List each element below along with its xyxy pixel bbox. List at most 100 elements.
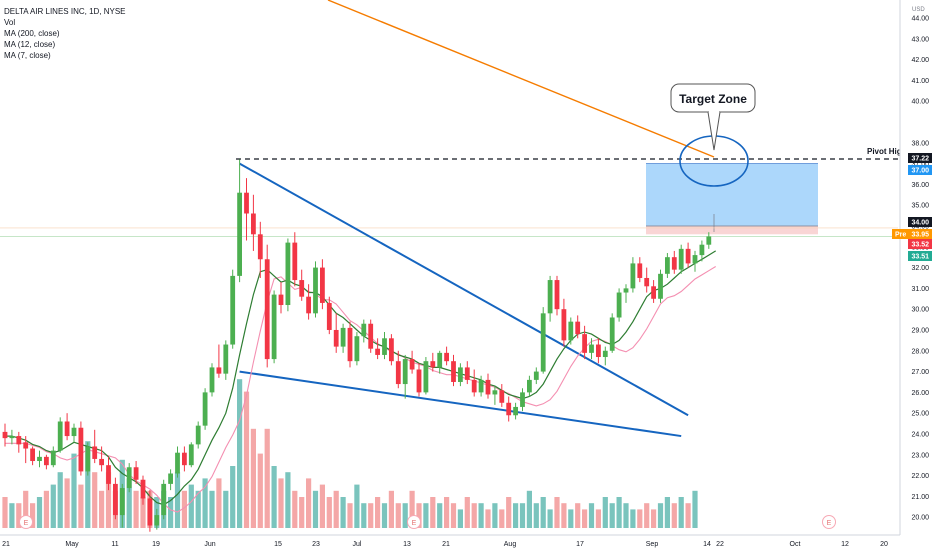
candle	[382, 332, 387, 360]
volume-bar	[464, 497, 470, 528]
volume-bar	[547, 509, 553, 528]
candle-body	[147, 498, 153, 526]
candle-body	[389, 338, 394, 362]
volume-bar	[582, 509, 588, 528]
volume-bar	[513, 503, 519, 528]
candle-body	[126, 467, 132, 489]
volume-bar	[540, 497, 546, 528]
price-tick-label: 38.00	[911, 140, 929, 147]
candle-body	[685, 248, 691, 264]
candle	[492, 386, 498, 405]
price-tag-value: 37.22	[911, 156, 929, 163]
candle-body	[575, 321, 581, 335]
candle-body	[692, 255, 698, 264]
candle-body	[361, 323, 367, 337]
candle	[244, 178, 249, 241]
volume-bar	[57, 472, 63, 528]
time-axis-bg	[0, 535, 932, 550]
candle-body	[651, 286, 656, 299]
volume-bar	[299, 497, 305, 528]
candle-body	[513, 406, 518, 416]
price-tag-bg	[908, 153, 932, 163]
candle	[630, 257, 636, 293]
candle-body	[527, 379, 532, 393]
price-tag-bg	[908, 251, 932, 261]
candle-body	[644, 277, 650, 287]
time-tick-label: 11	[111, 541, 118, 548]
price-tick-label: 35.00	[911, 203, 929, 210]
candle	[216, 344, 222, 378]
volume-bar	[168, 497, 174, 528]
volume-bar	[609, 503, 615, 528]
candle-body	[9, 436, 15, 439]
volume-bar	[644, 503, 650, 528]
price-tag-value: 34.00	[911, 220, 929, 227]
candle	[2, 423, 8, 447]
candle-body	[485, 379, 491, 395]
earnings-marker-circle	[822, 515, 836, 529]
candle	[140, 475, 146, 505]
candle-body	[395, 361, 401, 385]
volume-bar	[64, 478, 70, 528]
candle	[430, 352, 436, 372]
candle-body	[630, 263, 636, 289]
candle	[223, 340, 229, 380]
volume-bar	[237, 379, 243, 528]
legend-ma7[interactable]: MA (7, close)	[4, 51, 51, 60]
legend-ma200[interactable]: MA (200, close)	[4, 29, 60, 38]
volume-bar	[526, 490, 532, 528]
candle	[651, 280, 656, 303]
time-axis[interactable]: 21 May 11 19 Jun 15 23 Jul 13 21 Aug 17 Sep 14 22 Oct 12…	[0, 534, 932, 550]
volume-bar	[50, 484, 56, 528]
candle-body	[602, 350, 608, 358]
volume-bar	[230, 466, 236, 528]
volume-bar	[271, 466, 277, 528]
price-tick-label: 21.00	[911, 494, 929, 501]
legend-vol[interactable]: Vol	[4, 18, 16, 27]
volume-bar	[23, 490, 29, 528]
price-tick-label: 37.00	[911, 161, 929, 168]
candle-body	[271, 294, 277, 360]
candle-body	[326, 302, 332, 330]
candle	[347, 321, 353, 368]
target-zone-callout[interactable]: Target Zone	[670, 83, 756, 187]
candle	[706, 232, 712, 249]
candle-body	[306, 296, 311, 314]
candle	[99, 446, 104, 472]
legend-ma12[interactable]: MA (12, close)	[4, 40, 56, 49]
candle-body	[464, 367, 470, 380]
price-tick-label: 25.00	[911, 411, 929, 418]
volume-bar	[485, 509, 491, 528]
candle-body	[182, 452, 187, 466]
candle	[513, 402, 518, 420]
time-tick-label: Jul	[353, 541, 362, 548]
candle	[50, 446, 56, 468]
candle-body	[188, 444, 194, 466]
volume-bar	[478, 503, 484, 528]
time-tick-label: 19	[152, 541, 160, 548]
price-tag: 37.22	[908, 153, 932, 163]
candle-body	[209, 367, 215, 393]
price-axis[interactable]: 19.0020.0021.0022.0023.0024.0025.0026.00…	[899, 0, 932, 550]
candle	[126, 463, 132, 493]
volume-bar	[471, 503, 477, 528]
candle	[44, 454, 49, 470]
candle-body	[706, 236, 712, 245]
candle	[313, 261, 318, 318]
price-tag-value: 33.52	[911, 242, 929, 249]
legend-title[interactable]: DELTA AIR LINES INC, 1D, NYSE	[4, 7, 126, 16]
earnings-marker-label: E	[24, 520, 29, 527]
volume-bar	[402, 503, 408, 528]
candle	[485, 373, 491, 399]
volume-bar	[209, 490, 215, 528]
volume-bar	[602, 497, 608, 528]
candle-body	[409, 359, 415, 370]
volume-bar	[506, 497, 512, 528]
candle	[602, 346, 608, 366]
volume-bar	[492, 503, 498, 528]
volume-bar	[533, 503, 539, 528]
wedge-lower-line	[239, 370, 682, 438]
candle	[71, 423, 77, 443]
